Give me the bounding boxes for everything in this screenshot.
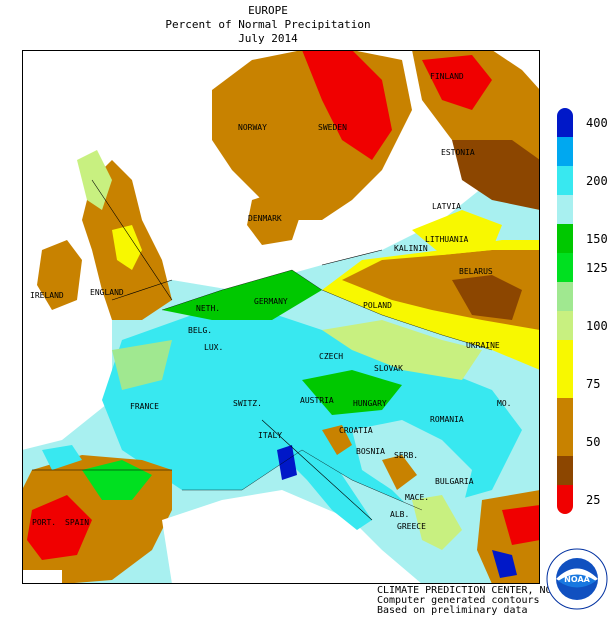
label-romania: ROMANIA [430,415,464,424]
label-germany: GERMANY [254,297,288,306]
label-finland: FINLAND [430,72,464,81]
map-title: EUROPE Percent of Normal Precipitation J… [0,4,536,46]
noaa-logo-icon: NOAA [546,548,608,610]
label-macedonia: MACE. [405,493,430,502]
label-ireland: IRELAND [30,291,64,300]
label-lithuania: LITHUANIA [425,235,469,244]
label-luxembourg: LUX. [204,343,224,352]
label-england: ENGLAND [90,288,124,297]
label-norway: NORWAY [238,123,267,132]
label-portugal: PORT. [32,518,57,527]
legend-swatch [557,369,573,398]
label-spain: SPAIN [65,518,90,527]
label-bulgaria: BULGARIA [435,477,474,486]
label-italy: ITALY [258,431,283,440]
noaa-logo-text: NOAA [564,575,590,584]
legend-swatch [557,195,573,224]
label-sweden: SWEDEN [318,123,347,132]
legend-swatch [557,311,573,340]
label-greece: GREECE [397,522,426,531]
legend-label: 400 [586,116,608,130]
legend-swatch [557,224,573,253]
legend-swatch [557,427,573,456]
legend-swatch [557,340,573,369]
label-albania: ALB. [390,510,410,519]
credit-note: Based on preliminary data [377,605,528,616]
label-switzerland: SWITZ. [233,399,262,408]
label-estonia: ESTONIA [441,148,475,157]
credits: CLIMATE PREDICTION CENTER, NOAA Computer… [377,586,564,616]
label-moldova: MO. [497,399,512,408]
legend-label: 100 [586,319,608,333]
legend-label: 50 [586,435,601,449]
label-austria: AUSTRIA [300,396,334,405]
legend-label: 200 [586,174,608,188]
legend-label: 75 [586,377,601,391]
label-netherlands: NETH. [196,304,221,313]
legend-swatch [557,398,573,427]
legend-swatch [557,485,573,514]
title-region: EUROPE [248,4,288,17]
label-france: FRANCE [130,402,159,411]
label-serbia: SERB. [394,451,419,460]
label-denmark: DENMARK [248,214,282,223]
legend-swatch [557,166,573,195]
title-period: July 2014 [238,32,298,45]
legend-swatch [557,282,573,311]
legend-swatch [557,456,573,485]
label-bosnia: BOSNIA [356,447,385,456]
legend-swatch [557,108,573,137]
legend-swatch [557,137,573,166]
label-hungary: HUNGARY [353,399,387,408]
legend-label: 150 [586,232,608,246]
label-belgium: BELG. [188,326,213,335]
title-metric: Percent of Normal Precipitation [165,18,371,31]
legend-label: 125 [586,261,608,275]
label-slovakia: SLOVAK [374,364,403,373]
label-poland: POLAND [363,301,392,310]
label-croatia: CROATIA [339,426,373,435]
precipitation-map [22,50,540,584]
legend-swatch [557,253,573,282]
credit-method: Computer generated contours [377,595,540,606]
label-latvia: LATVIA [432,202,461,211]
credit-source: CLIMATE PREDICTION CENTER, NOAA [377,585,564,596]
label-ukraine: UKRAINE [466,341,500,350]
legend-label: 25 [586,493,601,507]
label-kalinin: KALININ [394,244,428,253]
label-belarus: BELARUS [459,267,493,276]
label-czech: CZECH [319,352,344,361]
